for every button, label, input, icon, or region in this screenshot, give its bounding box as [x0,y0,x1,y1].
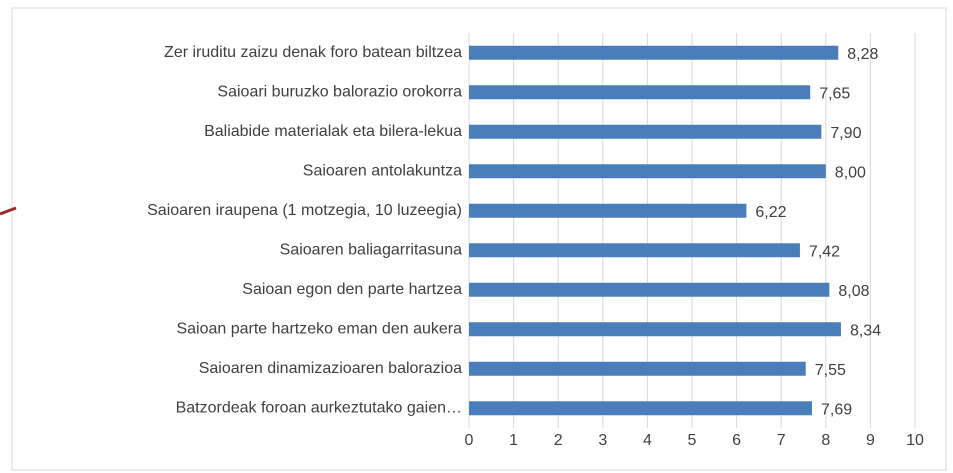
x-tick-label: 6 [732,432,741,449]
value-label: 8,08 [838,283,869,300]
bar [469,361,806,376]
bar [469,322,841,337]
x-tick-label: 1 [509,432,518,449]
x-tick-label: 3 [598,432,607,449]
y-tick-label: Baliabide materialak eta bilera-lekua [204,123,462,140]
value-label: 8,34 [850,322,881,339]
x-tick-label: 7 [777,432,786,449]
y-tick-label: Saioaren dinamizazioaren balorazioa [199,360,462,377]
bar [469,401,812,416]
x-tick-label: 5 [688,432,697,449]
bar [469,164,826,179]
bar [469,203,747,218]
x-tick-label: 9 [866,432,875,449]
y-tick-label: Saioaren antolakuntza [303,162,462,179]
x-tick-label: 4 [643,432,652,449]
value-label: 7,90 [830,125,861,142]
x-tick-label: 2 [554,432,563,449]
y-tick-label: Saioan parte hartzeko eman den aukera [176,320,462,337]
bar [469,282,830,297]
bar [469,85,811,100]
bar [469,45,839,60]
value-label: 6,22 [755,204,786,221]
y-tick-label: Zer iruditu zaizu denak foro batean bilt… [164,44,462,61]
y-tick-label: Saioaren baliagarritasuna [280,241,462,258]
x-tick-label: 0 [465,432,474,449]
value-label: 8,28 [847,46,878,63]
bar [469,124,822,139]
y-tick-label: Saioaren iraupena (1 motzegia, 10 luzeeg… [147,202,462,219]
x-tick-label: 10 [906,432,924,449]
value-label: 8,00 [835,164,866,181]
y-tick-label: Batzordeak foroan aurkeztutako gaien… [176,399,462,416]
y-tick-label: Saioan egon den parte hartzea [242,281,462,298]
y-tick-label: Saioari buruzko balorazio orokorra [217,83,462,100]
connector-line [0,206,17,216]
x-tick-label: 8 [821,432,830,449]
value-label: 7,55 [815,362,846,379]
bar [469,243,800,258]
chart-frame [11,7,947,471]
value-label: 7,42 [809,243,840,260]
value-label: 7,65 [819,85,850,102]
value-label: 7,69 [821,401,852,418]
